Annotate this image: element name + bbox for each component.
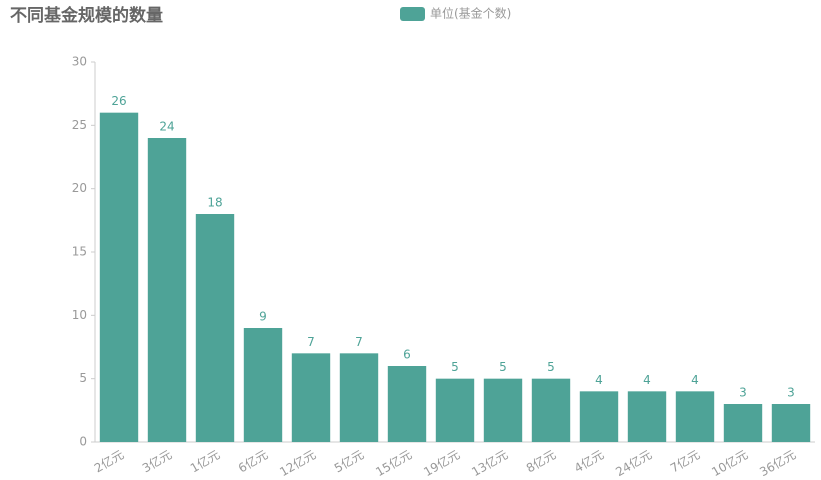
y-tick-label: 5 xyxy=(79,371,87,385)
x-tick-label: 24亿元 xyxy=(613,447,655,480)
value-label: 26 xyxy=(111,94,126,108)
legend-label: 单位(基金个数) xyxy=(430,6,511,21)
value-label: 3 xyxy=(787,386,795,400)
bar xyxy=(339,353,379,442)
value-label: 4 xyxy=(643,373,651,387)
y-tick-label: 25 xyxy=(72,118,87,132)
bar xyxy=(387,366,427,442)
bar xyxy=(723,404,763,442)
value-label: 18 xyxy=(207,196,222,210)
bar xyxy=(147,138,187,442)
bar xyxy=(243,328,283,442)
value-label: 6 xyxy=(403,348,411,362)
value-label: 4 xyxy=(691,373,699,387)
value-label: 9 xyxy=(259,310,267,324)
value-label: 4 xyxy=(595,373,603,387)
bar xyxy=(99,112,139,443)
x-tick-label: 15亿元 xyxy=(373,447,415,480)
y-tick-label: 20 xyxy=(72,181,87,195)
value-label: 7 xyxy=(307,335,315,349)
x-tick-label: 1亿元 xyxy=(187,447,222,476)
value-label: 5 xyxy=(547,360,555,374)
y-tick-label: 30 xyxy=(72,55,87,69)
x-tick-label: 12亿元 xyxy=(277,447,319,480)
bar xyxy=(771,404,811,442)
bar xyxy=(483,378,523,442)
x-tick-label: 8亿元 xyxy=(523,447,558,476)
value-label: 3 xyxy=(739,386,747,400)
y-tick-label: 10 xyxy=(72,308,87,322)
x-tick-label: 5亿元 xyxy=(331,447,366,476)
bar xyxy=(195,214,235,442)
x-tick-label: 6亿元 xyxy=(235,447,270,476)
x-tick-label: 36亿元 xyxy=(757,447,799,480)
chart-title: 不同基金规模的数量 xyxy=(10,5,163,26)
x-tick-label: 10亿元 xyxy=(709,447,751,480)
y-tick-label: 15 xyxy=(72,245,87,259)
value-label: 5 xyxy=(451,360,459,374)
value-label: 5 xyxy=(499,360,507,374)
legend-swatch xyxy=(400,7,425,21)
bar xyxy=(579,391,619,442)
y-tick-label: 0 xyxy=(79,435,87,449)
bar xyxy=(627,391,667,442)
x-tick-label: 2亿元 xyxy=(91,447,126,476)
bar xyxy=(675,391,715,442)
bar xyxy=(531,378,571,442)
bar xyxy=(435,378,475,442)
x-tick-label: 4亿元 xyxy=(571,447,606,476)
x-tick-label: 13亿元 xyxy=(469,447,511,480)
x-tick-label: 19亿元 xyxy=(421,447,463,480)
x-tick-label: 3亿元 xyxy=(139,447,174,476)
value-label: 24 xyxy=(159,120,174,134)
x-tick-label: 7亿元 xyxy=(667,447,702,476)
bar xyxy=(291,353,331,442)
value-label: 7 xyxy=(355,335,363,349)
